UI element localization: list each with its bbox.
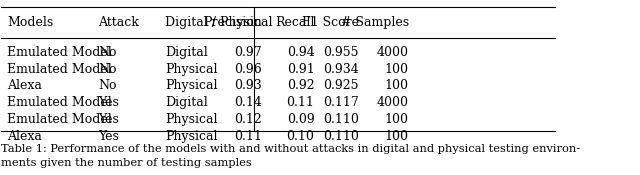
Text: 0.97: 0.97 <box>234 46 262 59</box>
Text: 0.92: 0.92 <box>287 79 314 92</box>
Text: 0.10: 0.10 <box>287 130 314 143</box>
Text: F1 Score: F1 Score <box>302 16 359 29</box>
Text: No: No <box>99 46 117 59</box>
Text: 0.91: 0.91 <box>287 63 314 76</box>
Text: Models: Models <box>7 16 53 29</box>
Text: 100: 100 <box>385 113 409 126</box>
Text: Physical: Physical <box>165 79 218 92</box>
Text: Emulated Model: Emulated Model <box>7 46 111 59</box>
Text: Digital: Digital <box>165 96 207 109</box>
Text: 0.93: 0.93 <box>234 79 262 92</box>
Text: 0.110: 0.110 <box>323 130 359 143</box>
Text: 0.09: 0.09 <box>287 113 314 126</box>
Text: Emulated Model: Emulated Model <box>7 113 111 126</box>
Text: 0.11: 0.11 <box>234 130 262 143</box>
Text: Physical: Physical <box>165 113 218 126</box>
Text: 0.12: 0.12 <box>234 113 262 126</box>
Text: Alexa: Alexa <box>7 130 42 143</box>
Text: 0.96: 0.96 <box>234 63 262 76</box>
Text: Physical: Physical <box>165 63 218 76</box>
Text: Emulated Model: Emulated Model <box>7 63 111 76</box>
Text: No: No <box>99 63 117 76</box>
Text: Yes: Yes <box>99 96 119 109</box>
Text: 100: 100 <box>385 63 409 76</box>
Text: Physical: Physical <box>165 130 218 143</box>
Text: 0.110: 0.110 <box>323 113 359 126</box>
Text: 100: 100 <box>385 130 409 143</box>
Text: Attack: Attack <box>99 16 140 29</box>
Text: Yes: Yes <box>99 113 119 126</box>
Text: Alexa: Alexa <box>7 79 42 92</box>
Text: Yes: Yes <box>99 130 119 143</box>
Text: 0.117: 0.117 <box>323 96 359 109</box>
Text: Table 1: Performance of the models with and without attacks in digital and physi: Table 1: Performance of the models with … <box>1 144 580 167</box>
Text: 0.94: 0.94 <box>287 46 314 59</box>
Text: 4000: 4000 <box>377 46 409 59</box>
Text: 4000: 4000 <box>377 96 409 109</box>
Text: 0.934: 0.934 <box>323 63 359 76</box>
Text: 0.11: 0.11 <box>287 96 314 109</box>
Text: 100: 100 <box>385 79 409 92</box>
Text: 0.955: 0.955 <box>323 46 359 59</box>
Text: Precision: Precision <box>203 16 262 29</box>
Text: Recall: Recall <box>275 16 314 29</box>
Text: 0.925: 0.925 <box>323 79 359 92</box>
Text: 0.14: 0.14 <box>234 96 262 109</box>
Text: Digital / Physical: Digital / Physical <box>165 16 273 29</box>
Text: Digital: Digital <box>165 46 207 59</box>
Text: No: No <box>99 79 117 92</box>
Text: Emulated Model: Emulated Model <box>7 96 111 109</box>
Text: # Samples: # Samples <box>340 16 409 29</box>
